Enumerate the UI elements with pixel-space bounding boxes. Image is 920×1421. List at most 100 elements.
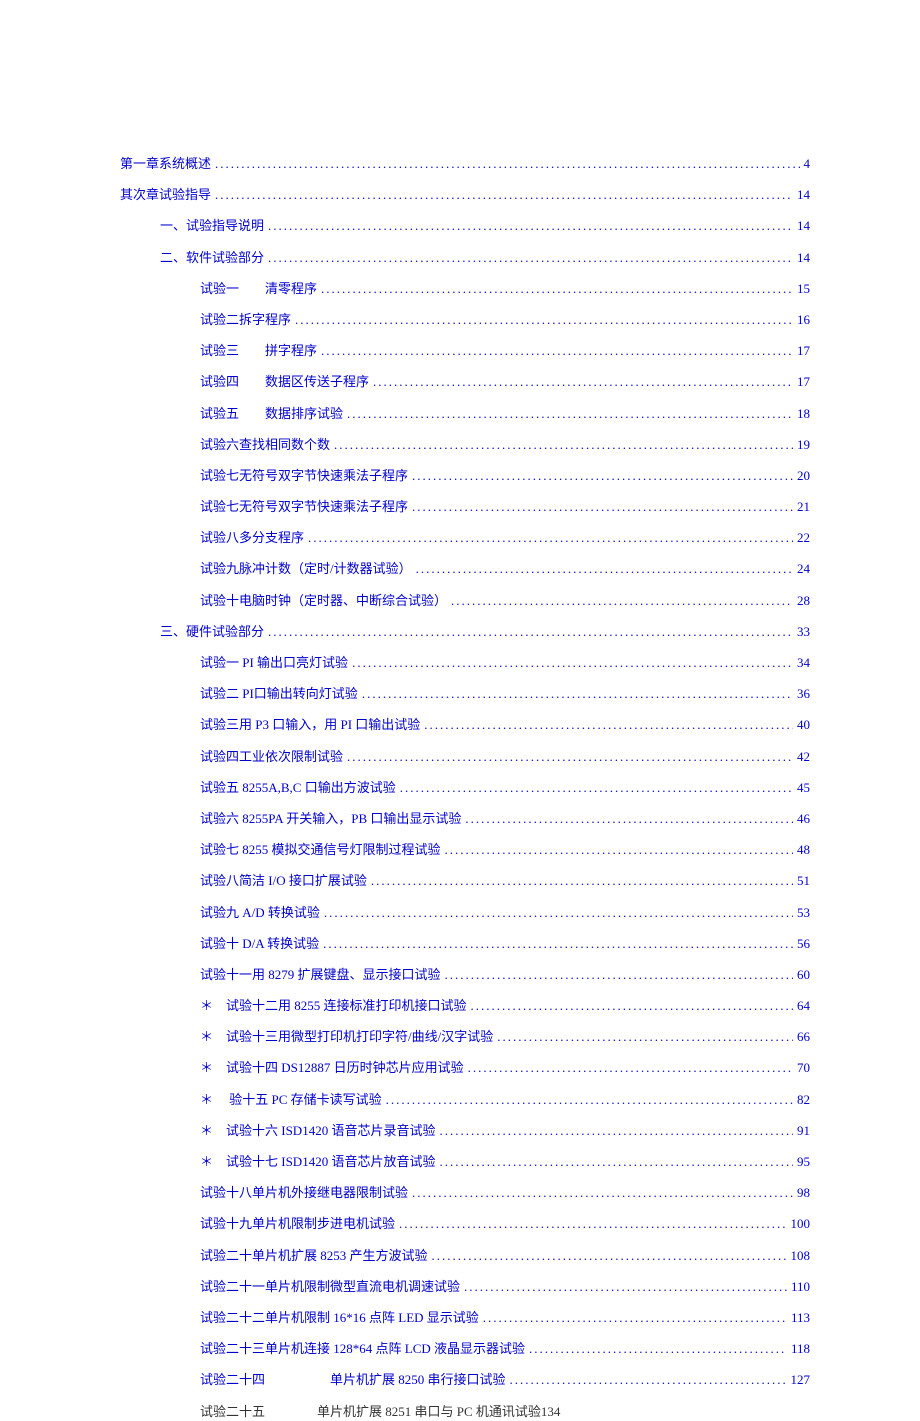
toc-entry-label: ＊ 试验十四 DS12887 日历时钟芯片应用试验 <box>200 1059 464 1077</box>
toc-entry-label: 试验十八单片机外接继电器限制试验 <box>200 1184 408 1202</box>
toc-entry-page-number: 98 <box>797 1184 810 1202</box>
toc-entry: 试验二十五 单片机扩展 8251 串口与 PC 机通讯试验134 <box>120 1403 810 1421</box>
toc-entry-page-number: 56 <box>797 935 810 953</box>
toc-entry-label: 试验五 8255A,B,C 口输出方波试验 <box>200 779 396 797</box>
toc-entry[interactable]: 试验四工业依次限制试验.............................… <box>120 748 810 766</box>
toc-dot-leader: ........................................… <box>386 1091 793 1109</box>
toc-entry-label: 试验七无符号双字节快速乘法子程序 <box>200 467 408 485</box>
toc-entry-page-number: 113 <box>791 1309 810 1327</box>
toc-entry[interactable]: 试验九 A/D 转换试验............................… <box>120 904 810 922</box>
toc-dot-leader: ........................................… <box>439 1122 793 1140</box>
toc-dot-leader: ........................................… <box>432 1247 787 1265</box>
toc-entry[interactable]: 试验十九单片机限制步进电机试验.........................… <box>120 1215 810 1233</box>
toc-entry[interactable]: 三、硬件试验部分................................… <box>120 623 810 641</box>
toc-entry[interactable]: ＊ 试验十二用 8255 连接标准打印机接口试验................… <box>120 997 810 1015</box>
toc-entry[interactable]: 其次章试验指导.................................… <box>120 186 810 204</box>
toc-entry[interactable]: 一、试验指导说明................................… <box>120 217 810 235</box>
toc-entry[interactable]: 试验二十二单片机限制 16*16 点阵 LED 显示试验............… <box>120 1309 810 1327</box>
toc-dot-leader: ........................................… <box>215 155 799 173</box>
toc-entry[interactable]: 试验七无符号双字节快速乘法子程序........................… <box>120 498 810 516</box>
toc-entry-label: 试验二十单片机扩展 8253 产生方波试验 <box>200 1247 428 1265</box>
toc-entry[interactable]: 试验二十单片机扩展 8253 产生方波试验...................… <box>120 1247 810 1265</box>
toc-entry[interactable]: ＊ 试验十三用微型打印机打印字符/曲线/汉字试验................… <box>120 1028 810 1046</box>
toc-entry[interactable]: 试验九脉冲计数（定时/计数器试验）.......................… <box>120 560 810 578</box>
toc-entry-label: 试验七 8255 模拟交通信号灯限制过程试验 <box>200 841 441 859</box>
toc-entry-page-number: 40 <box>797 716 810 734</box>
toc-dot-leader: ........................................… <box>424 716 793 734</box>
toc-entry[interactable]: 试验二十三单片机连接 128*64 点阵 LCD 液晶显示器试验........… <box>120 1340 810 1358</box>
toc-entry-label: 一、试验指导说明 <box>160 217 264 235</box>
toc-entry[interactable]: 试验一 清零程序................................… <box>120 280 810 298</box>
toc-dot-leader: ........................................… <box>464 1278 787 1296</box>
toc-entry-label: 试验二十五 单片机扩展 8251 串口与 PC 机通讯试验134 <box>200 1403 560 1421</box>
toc-entry[interactable]: 试验五 数据排序试验..............................… <box>120 405 810 423</box>
toc-entry-page-number: 33 <box>797 623 810 641</box>
toc-entry-page-number: 70 <box>797 1059 810 1077</box>
toc-entry-page-number: 53 <box>797 904 810 922</box>
toc-entry-page-number: 17 <box>797 342 810 360</box>
toc-dot-leader: ........................................… <box>399 1215 786 1233</box>
toc-entry-page-number: 19 <box>797 436 810 454</box>
toc-entry-page-number: 22 <box>797 529 810 547</box>
toc-entry[interactable]: 试验三用 P3 口输入，用 PI 口输出试验..................… <box>120 716 810 734</box>
toc-entry-page-number: 45 <box>797 779 810 797</box>
toc-dot-leader: ........................................… <box>371 872 793 890</box>
toc-entry[interactable]: ＊ 试验十六 ISD1420 语音芯片录音试验.................… <box>120 1122 810 1140</box>
toc-entry[interactable]: 试验二拆字程序.................................… <box>120 311 810 329</box>
toc-dot-leader: ........................................… <box>268 623 793 641</box>
toc-entry-label: 试验四 数据区传送子程序 <box>200 373 369 391</box>
toc-entry[interactable]: 试验二十四 单片机扩展 8250 串行接口试验.................… <box>120 1371 810 1389</box>
toc-entry[interactable]: 试验五 8255A,B,C 口输出方波试验...................… <box>120 779 810 797</box>
toc-entry-label: 试验二十四 单片机扩展 8250 串行接口试验 <box>200 1371 506 1389</box>
toc-dot-leader: ........................................… <box>412 1184 793 1202</box>
toc-entry[interactable]: 试验一 PI 输出口亮灯试验..........................… <box>120 654 810 672</box>
toc-dot-leader: ........................................… <box>439 1153 793 1171</box>
toc-entry[interactable]: ＊ 试验十七 ISD1420 语音芯片放音试验.................… <box>120 1153 810 1171</box>
toc-entry-page-number: 17 <box>797 373 810 391</box>
toc-entry[interactable]: 试验三 拼字程序................................… <box>120 342 810 360</box>
toc-entry-label: 试验二 PI口输出转向灯试验 <box>200 685 358 703</box>
toc-entry[interactable]: 试验八简洁 I/O 接口扩展试验........................… <box>120 872 810 890</box>
toc-entry[interactable]: 试验六 8255PA 开关输入，PB 口输出显示试验..............… <box>120 810 810 828</box>
toc-dot-leader: ........................................… <box>323 935 793 953</box>
toc-entry[interactable]: 试验十一用 8279 扩展键盘、显示接口试验..................… <box>120 966 810 984</box>
toc-entry-label: 试验九 A/D 转换试验 <box>200 904 320 922</box>
toc-entry-page-number: 16 <box>797 311 810 329</box>
toc-entry[interactable]: 试验十八单片机外接继电器限制试验........................… <box>120 1184 810 1202</box>
toc-entry-label: ＊ 验十五 PC 存储卡读写试验 <box>200 1091 382 1109</box>
toc-entry[interactable]: 试验二 PI口输出转向灯试验..........................… <box>120 685 810 703</box>
table-of-contents: 第一章系统概述.................................… <box>120 155 810 1421</box>
toc-entry[interactable]: 试验六查找相同数个数..............................… <box>120 436 810 454</box>
toc-entry[interactable]: 试验四 数据区传送子程序............................… <box>120 373 810 391</box>
toc-entry-label: ＊ 试验十三用微型打印机打印字符/曲线/汉字试验 <box>200 1028 493 1046</box>
toc-entry-label: 试验十电脑时钟（定时器、中断综合试验） <box>200 592 447 610</box>
toc-entry-label: 试验一 清零程序 <box>200 280 317 298</box>
toc-entry-label: 第一章系统概述 <box>120 155 211 173</box>
toc-entry[interactable]: 试验七无符号双字节快速乘法子程序........................… <box>120 467 810 485</box>
toc-entry-page-number: 110 <box>791 1278 810 1296</box>
toc-entry-page-number: 24 <box>797 560 810 578</box>
toc-dot-leader: ........................................… <box>483 1309 787 1327</box>
toc-entry[interactable]: ＊ 试验十四 DS12887 日历时钟芯片应用试验...............… <box>120 1059 810 1077</box>
toc-dot-leader: ........................................… <box>215 186 793 204</box>
toc-entry[interactable]: 第一章系统概述.................................… <box>120 155 810 173</box>
toc-dot-leader: ........................................… <box>321 342 793 360</box>
toc-entry[interactable]: 二、软件试验部分................................… <box>120 249 810 267</box>
toc-entry[interactable]: ＊ 验十五 PC 存储卡读写试验........................… <box>120 1091 810 1109</box>
toc-entry[interactable]: 试验二十一单片机限制微型直流电机调速试验....................… <box>120 1278 810 1296</box>
toc-entry-page-number: 21 <box>797 498 810 516</box>
toc-entry[interactable]: 试验八多分支程序................................… <box>120 529 810 547</box>
toc-entry-label: 试验三 拼字程序 <box>200 342 317 360</box>
toc-entry-label: 试验八简洁 I/O 接口扩展试验 <box>200 872 367 890</box>
toc-entry-page-number: 14 <box>797 186 810 204</box>
toc-entry[interactable]: 试验十电脑时钟（定时器、中断综合试验）.....................… <box>120 592 810 610</box>
toc-entry-page-number: 118 <box>791 1340 810 1358</box>
toc-entry-label: 试验十九单片机限制步进电机试验 <box>200 1215 395 1233</box>
toc-entry-page-number: 14 <box>797 217 810 235</box>
toc-entry-page-number: 100 <box>791 1215 811 1233</box>
toc-entry[interactable]: 试验七 8255 模拟交通信号灯限制过程试验..................… <box>120 841 810 859</box>
toc-entry-label: 试验八多分支程序 <box>200 529 304 547</box>
toc-entry[interactable]: 试验十 D/A 转换试验............................… <box>120 935 810 953</box>
toc-dot-leader: ........................................… <box>445 966 793 984</box>
toc-dot-leader: ........................................… <box>373 373 793 391</box>
